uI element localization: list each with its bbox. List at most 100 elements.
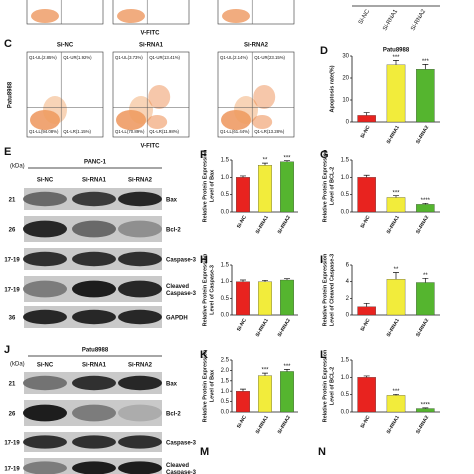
y-tick-label: 1.0 <box>341 375 350 381</box>
blot-band <box>72 309 116 325</box>
y-tick-label: 30 <box>342 54 349 60</box>
y-tick-label: 2.5 <box>221 358 230 364</box>
blot-band <box>72 220 116 238</box>
protein-label: Caspase-3 <box>166 258 197 264</box>
y-tick-label: 1.5 <box>221 378 230 384</box>
quadrant-label: Q1-UR(13.41%) <box>149 55 180 60</box>
error-bar <box>284 278 290 280</box>
significance-label: ** <box>423 273 428 279</box>
blot-band <box>23 220 67 238</box>
error-bar <box>422 407 429 409</box>
y-axis-label: Relative Protein Expression <box>322 349 328 422</box>
y-axis-label: Relative Protein Expression <box>322 253 328 326</box>
y-tick-label: 1.0 <box>221 389 230 395</box>
significance-label: **** <box>421 198 431 204</box>
kda-label: 17-19 <box>4 467 20 473</box>
quadrant-label: Q1-LR(11.98%) <box>149 129 179 134</box>
y-tick-label: 0.0 <box>221 313 230 319</box>
protein-label: Caspase-3 <box>166 441 197 447</box>
blot-band <box>23 309 67 325</box>
x-axis-label: V-FITC <box>141 144 161 150</box>
error-bar <box>240 279 246 282</box>
y-tick-label: 2 <box>346 296 350 302</box>
error-bar <box>422 202 429 205</box>
x-axis-label: V-FITC <box>141 31 161 37</box>
bar <box>258 281 272 316</box>
y-axis-label: Level of Cleaved Caspase-3 <box>329 254 335 326</box>
significance-label: *** <box>422 59 430 65</box>
y-tick-label: 0.5 <box>221 399 230 405</box>
column-label: Si-NC <box>57 43 74 49</box>
error-bar <box>240 388 246 392</box>
panel-letter: D <box>320 45 328 57</box>
unit-label: (kDa) <box>10 362 25 368</box>
bar <box>258 165 272 213</box>
blot-band <box>72 375 116 391</box>
quadrant-label: Q1-UR(1.92%) <box>63 55 92 60</box>
kda-label: 17-19 <box>4 288 20 294</box>
y-axis-label: Relative Protein Expression <box>202 149 208 222</box>
event-cloud <box>221 110 251 130</box>
significance-label: ** <box>394 267 399 273</box>
blot-band <box>72 191 116 207</box>
blot-band <box>72 435 116 449</box>
flow-plot <box>217 51 295 138</box>
y-axis-label: Relative Protein Expression <box>322 149 328 222</box>
blot-band <box>23 461 67 474</box>
y-tick-label: 0.0 <box>221 410 230 416</box>
y-tick-label: 0.0 <box>221 210 230 216</box>
event-cloud <box>30 110 60 130</box>
bar <box>416 204 435 213</box>
event-cloud <box>148 85 171 109</box>
y-axis-label: Relative Protein Expression <box>202 253 208 326</box>
cell-line-label: PANC-1 <box>84 160 107 166</box>
lane-label: Si-RNA2 <box>128 363 153 369</box>
bar <box>258 375 272 413</box>
lane-label: Si-NC <box>37 178 54 184</box>
panel-letter: F <box>200 149 207 161</box>
event-cloud <box>252 115 273 129</box>
blot-band <box>23 251 67 267</box>
protein-label: Cleaved <box>166 284 189 290</box>
event-cloud <box>253 85 276 109</box>
y-tick-label: 20 <box>342 76 349 82</box>
y-axis-label: Relative Protein Expression <box>202 349 208 422</box>
event-cloud <box>117 9 145 23</box>
blot-band <box>72 280 116 298</box>
y-tick-label: 0 <box>346 120 350 126</box>
quadrant-label: Q1-LL(70.89%) <box>115 129 145 134</box>
significance-label: *** <box>392 55 400 61</box>
bar <box>416 408 435 413</box>
panel-letter: C <box>4 38 12 50</box>
bar <box>357 306 376 316</box>
y-axis-label: Level of BCL-2 <box>329 367 335 406</box>
blot-band <box>72 251 116 267</box>
blot-band <box>23 191 67 207</box>
column-label: Si-RNA2 <box>244 43 269 49</box>
significance-label: *** <box>283 364 291 370</box>
kda-label: 17-19 <box>4 441 20 447</box>
y-axis-label: Level of Caspase-3 <box>209 265 215 315</box>
y-tick-label: 1.5 <box>341 358 350 364</box>
bar <box>386 64 406 123</box>
bar <box>236 281 250 316</box>
quadrant-label: Q1-UR(23.15%) <box>254 55 285 60</box>
kda-label: 21 <box>9 198 16 204</box>
error-bar <box>393 195 399 198</box>
blot-band <box>118 309 162 325</box>
error-bar <box>284 369 290 372</box>
bar <box>280 371 294 413</box>
lane-label: Si-RNA1 <box>82 363 107 369</box>
bar <box>280 279 294 316</box>
bar <box>357 177 376 213</box>
blot-band <box>118 375 162 391</box>
lane-label: Si-RNA1 <box>82 178 107 184</box>
y-tick-label: 0.5 <box>341 392 350 398</box>
significance-label: ** <box>263 158 268 164</box>
event-cloud <box>116 110 146 130</box>
chart-title: Patu8988 <box>383 48 410 54</box>
protein-label: Bax <box>166 198 178 204</box>
column-label: Si-RNA1 <box>139 43 164 49</box>
quadrant-label: Q1-LL(61.44%) <box>220 129 250 134</box>
blot-band <box>72 404 116 422</box>
